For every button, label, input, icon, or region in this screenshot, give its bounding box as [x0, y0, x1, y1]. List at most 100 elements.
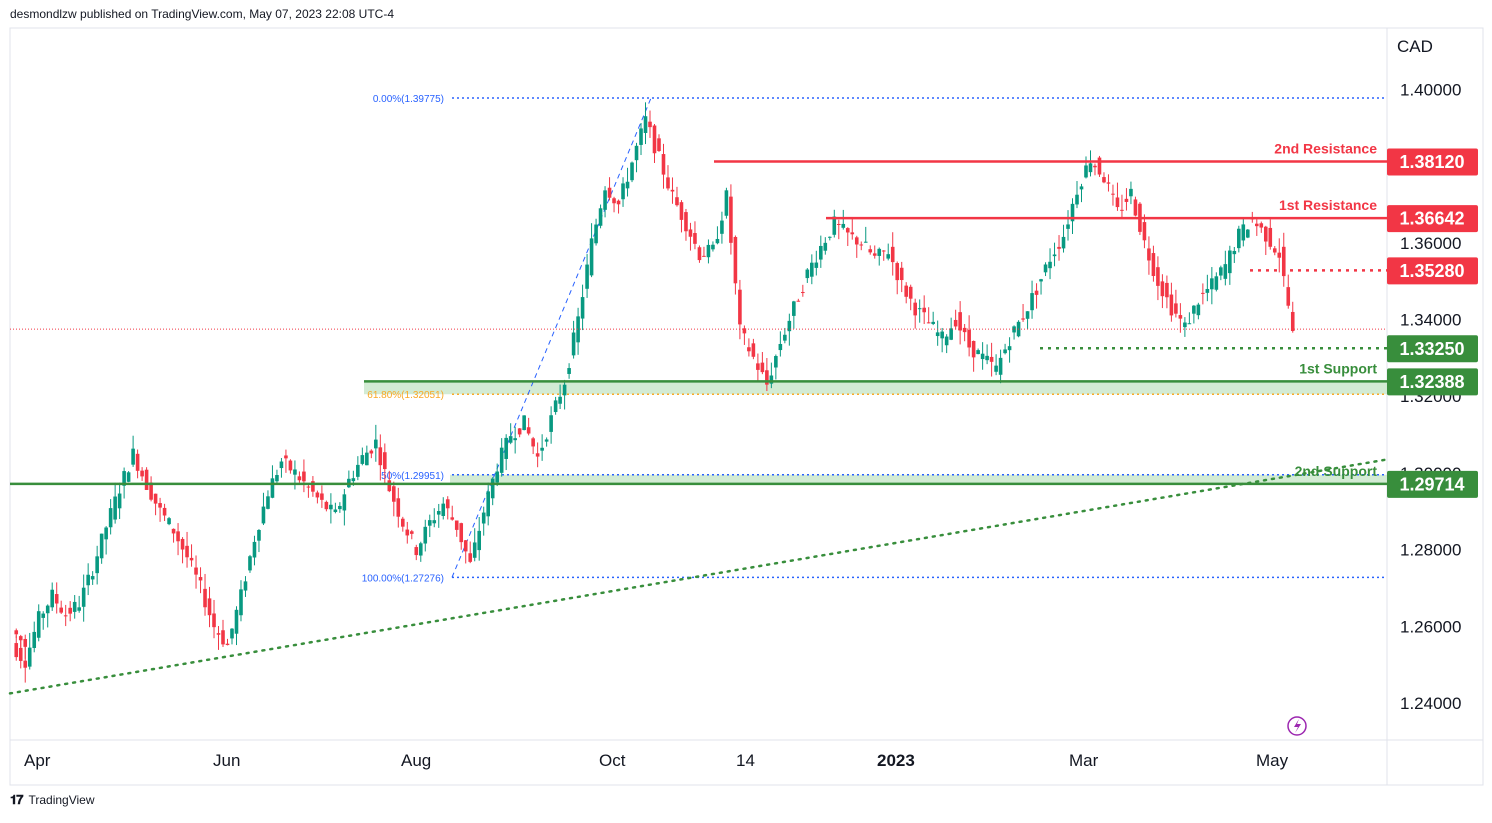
candle[interactable]: [827, 236, 832, 241]
candle[interactable]: [320, 485, 324, 508]
candle[interactable]: [1097, 155, 1102, 177]
candle[interactable]: [576, 307, 580, 355]
candle[interactable]: [293, 460, 297, 490]
candle[interactable]: [243, 576, 248, 597]
candle[interactable]: [1241, 217, 1246, 247]
candle[interactable]: [1061, 224, 1066, 253]
candle[interactable]: [881, 250, 886, 261]
candle[interactable]: [1088, 150, 1093, 177]
candle[interactable]: [895, 261, 900, 295]
candle[interactable]: [1254, 219, 1259, 236]
candle[interactable]: [131, 435, 135, 467]
candle[interactable]: [1030, 280, 1034, 319]
candle[interactable]: [760, 352, 765, 375]
candle[interactable]: [733, 235, 738, 295]
candle[interactable]: [513, 426, 517, 454]
candle[interactable]: [1007, 337, 1012, 363]
candle[interactable]: [989, 342, 994, 377]
candle[interactable]: [1263, 225, 1268, 256]
candle[interactable]: [445, 496, 450, 520]
candle[interactable]: [266, 490, 270, 510]
candle[interactable]: [490, 477, 495, 506]
candle[interactable]: [661, 143, 666, 189]
candle[interactable]: [167, 516, 171, 526]
candle[interactable]: [877, 247, 882, 266]
candle[interactable]: [1111, 184, 1115, 206]
candle[interactable]: [967, 315, 971, 357]
candle[interactable]: [1237, 225, 1241, 253]
candle[interactable]: [580, 284, 585, 331]
candle[interactable]: [787, 313, 792, 346]
candle[interactable]: [360, 447, 365, 466]
candle[interactable]: [765, 358, 769, 392]
candle[interactable]: [810, 254, 814, 285]
candle[interactable]: [553, 396, 558, 415]
candle[interactable]: [297, 471, 302, 483]
candle[interactable]: [1192, 305, 1196, 324]
candle[interactable]: [45, 604, 50, 628]
candle[interactable]: [702, 246, 706, 257]
candle[interactable]: [18, 639, 23, 669]
candle[interactable]: [365, 445, 369, 466]
candle[interactable]: [899, 261, 904, 293]
candle[interactable]: [454, 520, 459, 537]
candle[interactable]: [693, 221, 697, 250]
candle[interactable]: [104, 526, 108, 555]
candle[interactable]: [1277, 238, 1282, 273]
candle[interactable]: [1142, 214, 1147, 249]
candle[interactable]: [432, 508, 437, 528]
candle[interactable]: [1079, 183, 1084, 203]
candle[interactable]: [261, 492, 266, 526]
candle[interactable]: [338, 502, 342, 513]
candle[interactable]: [1075, 181, 1079, 209]
candle[interactable]: [369, 449, 374, 459]
candle[interactable]: [657, 134, 661, 152]
candle[interactable]: [715, 226, 720, 245]
candle[interactable]: [356, 456, 360, 481]
candle[interactable]: [198, 567, 203, 594]
candle[interactable]: [1174, 289, 1178, 318]
candle[interactable]: [1160, 274, 1165, 309]
candle[interactable]: [1129, 181, 1133, 205]
candle[interactable]: [607, 177, 612, 201]
candle[interactable]: [302, 459, 306, 493]
candle[interactable]: [944, 334, 949, 354]
candle[interactable]: [1286, 274, 1291, 309]
candle[interactable]: [1102, 172, 1106, 184]
price-tag[interactable]: 1.29714: [1387, 470, 1478, 498]
candle[interactable]: [248, 554, 252, 573]
candle[interactable]: [567, 363, 571, 379]
candle[interactable]: [333, 502, 338, 514]
candle[interactable]: [769, 362, 774, 389]
candle[interactable]: [517, 428, 522, 438]
candle[interactable]: [140, 467, 144, 481]
candle[interactable]: [1187, 312, 1192, 325]
candle[interactable]: [958, 301, 962, 345]
candle[interactable]: [1133, 196, 1138, 217]
candle[interactable]: [414, 544, 419, 561]
candle[interactable]: [504, 434, 508, 471]
candle[interactable]: [639, 122, 643, 156]
candle[interactable]: [441, 497, 446, 520]
candle[interactable]: [823, 237, 828, 255]
candle[interactable]: [1205, 274, 1210, 302]
candle[interactable]: [459, 522, 464, 550]
candle[interactable]: [792, 300, 796, 329]
candle[interactable]: [162, 503, 167, 522]
candle[interactable]: [400, 516, 405, 532]
candle[interactable]: [374, 424, 378, 462]
candle[interactable]: [1214, 272, 1219, 292]
candle[interactable]: [95, 545, 99, 585]
candle[interactable]: [845, 227, 850, 247]
candle[interactable]: [499, 438, 504, 477]
candle[interactable]: [180, 537, 185, 564]
candle[interactable]: [468, 541, 473, 564]
candle[interactable]: [886, 243, 891, 261]
candle[interactable]: [495, 463, 499, 487]
candle[interactable]: [1124, 188, 1129, 211]
candle[interactable]: [1106, 174, 1111, 192]
candle[interactable]: [549, 406, 553, 444]
price-tag[interactable]: 1.35280: [1387, 257, 1478, 285]
candle[interactable]: [522, 415, 526, 431]
